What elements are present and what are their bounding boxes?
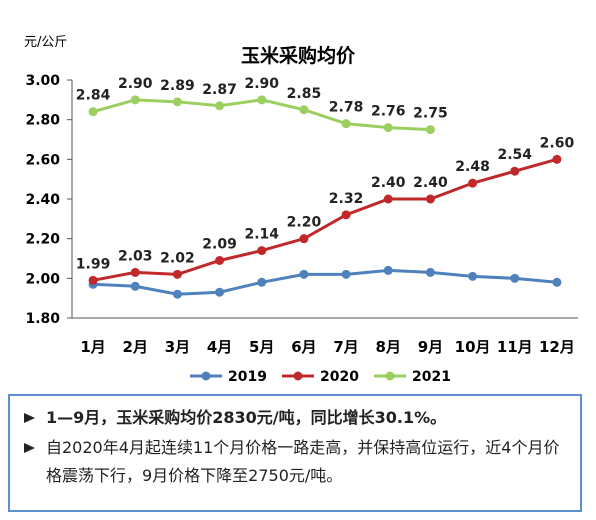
data-label: 2.60 <box>540 135 575 151</box>
series-line <box>92 157 558 282</box>
data-point <box>383 194 393 204</box>
data-point <box>383 265 393 275</box>
data-point <box>257 277 267 287</box>
chart: 元/公斤 玉米采购均价 1.80 2.00 2.20 2.40 2.60 2.80 3.00… <box>24 35 578 385</box>
data-point <box>552 154 562 164</box>
data-label: 2.02 <box>160 250 195 266</box>
data-point <box>130 95 140 105</box>
x-tick-label: 6月 <box>291 338 316 356</box>
notes-box: 1—9月，玉米采购均价2830元/吨，同比增长30.1%。 自2020年4月起连… <box>8 394 582 512</box>
legend-marker <box>201 371 211 381</box>
data-point <box>172 289 182 299</box>
data-label: 2.48 <box>455 159 490 175</box>
data-point <box>341 269 351 279</box>
data-label: 2.90 <box>244 76 279 92</box>
data-label: 2.84 <box>76 88 111 104</box>
x-tick-label: 11月 <box>497 338 533 356</box>
data-label: 2.54 <box>497 147 532 163</box>
legend-label: 2020 <box>320 369 359 385</box>
data-point <box>552 277 562 287</box>
data-point <box>215 287 225 297</box>
x-tick-label: 1月 <box>80 338 105 356</box>
y-tick-label: 2.20 <box>25 232 60 248</box>
data-label: 2.09 <box>202 236 237 252</box>
data-label: 2.89 <box>160 78 195 94</box>
data-point <box>425 194 435 204</box>
x-tick-label: 8月 <box>376 338 401 356</box>
data-label: 2.85 <box>287 86 322 102</box>
legend-marker <box>385 371 395 381</box>
data-label: 2.87 <box>202 82 237 98</box>
legend-label: 2019 <box>228 369 267 385</box>
y-tick-label: 2.80 <box>25 113 60 129</box>
data-label: 2.03 <box>118 248 153 264</box>
data-point <box>510 166 520 176</box>
data-point <box>425 267 435 277</box>
data-point <box>88 275 98 285</box>
data-point <box>215 255 225 265</box>
data-point <box>130 281 140 291</box>
data-label: 2.40 <box>371 175 406 191</box>
data-label: 2.78 <box>329 100 364 116</box>
y-tick-label: 2.40 <box>25 192 60 208</box>
y-tick-label: 1.80 <box>25 311 60 327</box>
data-label: 2.76 <box>371 104 406 120</box>
y-tick-label: 3.00 <box>25 73 60 89</box>
x-tick-label: 7月 <box>333 338 358 356</box>
data-point <box>257 246 267 256</box>
x-tick-label: 9月 <box>418 338 443 356</box>
x-tick-label: 5月 <box>249 338 274 356</box>
data-point <box>172 97 182 107</box>
data-label: 2.20 <box>287 215 322 231</box>
legend-label: 2021 <box>412 369 451 385</box>
data-point <box>383 123 393 133</box>
x-tick-label: 10月 <box>455 338 491 356</box>
note: 1—9月，玉米采购均价2830元/吨，同比增长30.1%。 <box>20 404 570 432</box>
legend-marker <box>293 371 303 381</box>
data-point <box>130 267 140 277</box>
data-point <box>425 125 435 135</box>
data-label: 2.90 <box>118 76 153 92</box>
data-point <box>341 119 351 129</box>
x-tick-label: 3月 <box>165 338 190 356</box>
y-tick-label: 2.60 <box>25 152 60 168</box>
data-point <box>257 95 267 105</box>
note: 自2020年4月起连续11个月价格一路走高，并保持高位运行，近4个月价格震荡下行… <box>20 434 570 490</box>
data-label: 2.75 <box>413 106 448 122</box>
data-point <box>299 269 309 279</box>
y-tick-label: 2.00 <box>25 271 60 287</box>
data-point <box>510 273 520 283</box>
data-point <box>88 107 98 117</box>
series-line <box>93 268 558 296</box>
x-tick-label: 4月 <box>207 338 232 356</box>
data-point <box>468 178 478 188</box>
x-tick-label: 2月 <box>123 338 148 356</box>
data-label: 2.32 <box>329 191 364 207</box>
x-tick-label: 12月 <box>539 338 575 356</box>
chart-title: 玉米采购均价 <box>241 44 356 67</box>
data-label: 1.99 <box>76 256 111 272</box>
data-point <box>299 234 309 244</box>
data-label: 2.14 <box>244 227 279 243</box>
data-point <box>172 269 182 279</box>
data-point <box>215 101 225 111</box>
data-point <box>468 271 478 281</box>
data-label: 2.40 <box>413 175 448 191</box>
y-axis-label: 元/公斤 <box>24 35 67 50</box>
data-point <box>299 105 309 115</box>
data-point <box>341 210 351 220</box>
